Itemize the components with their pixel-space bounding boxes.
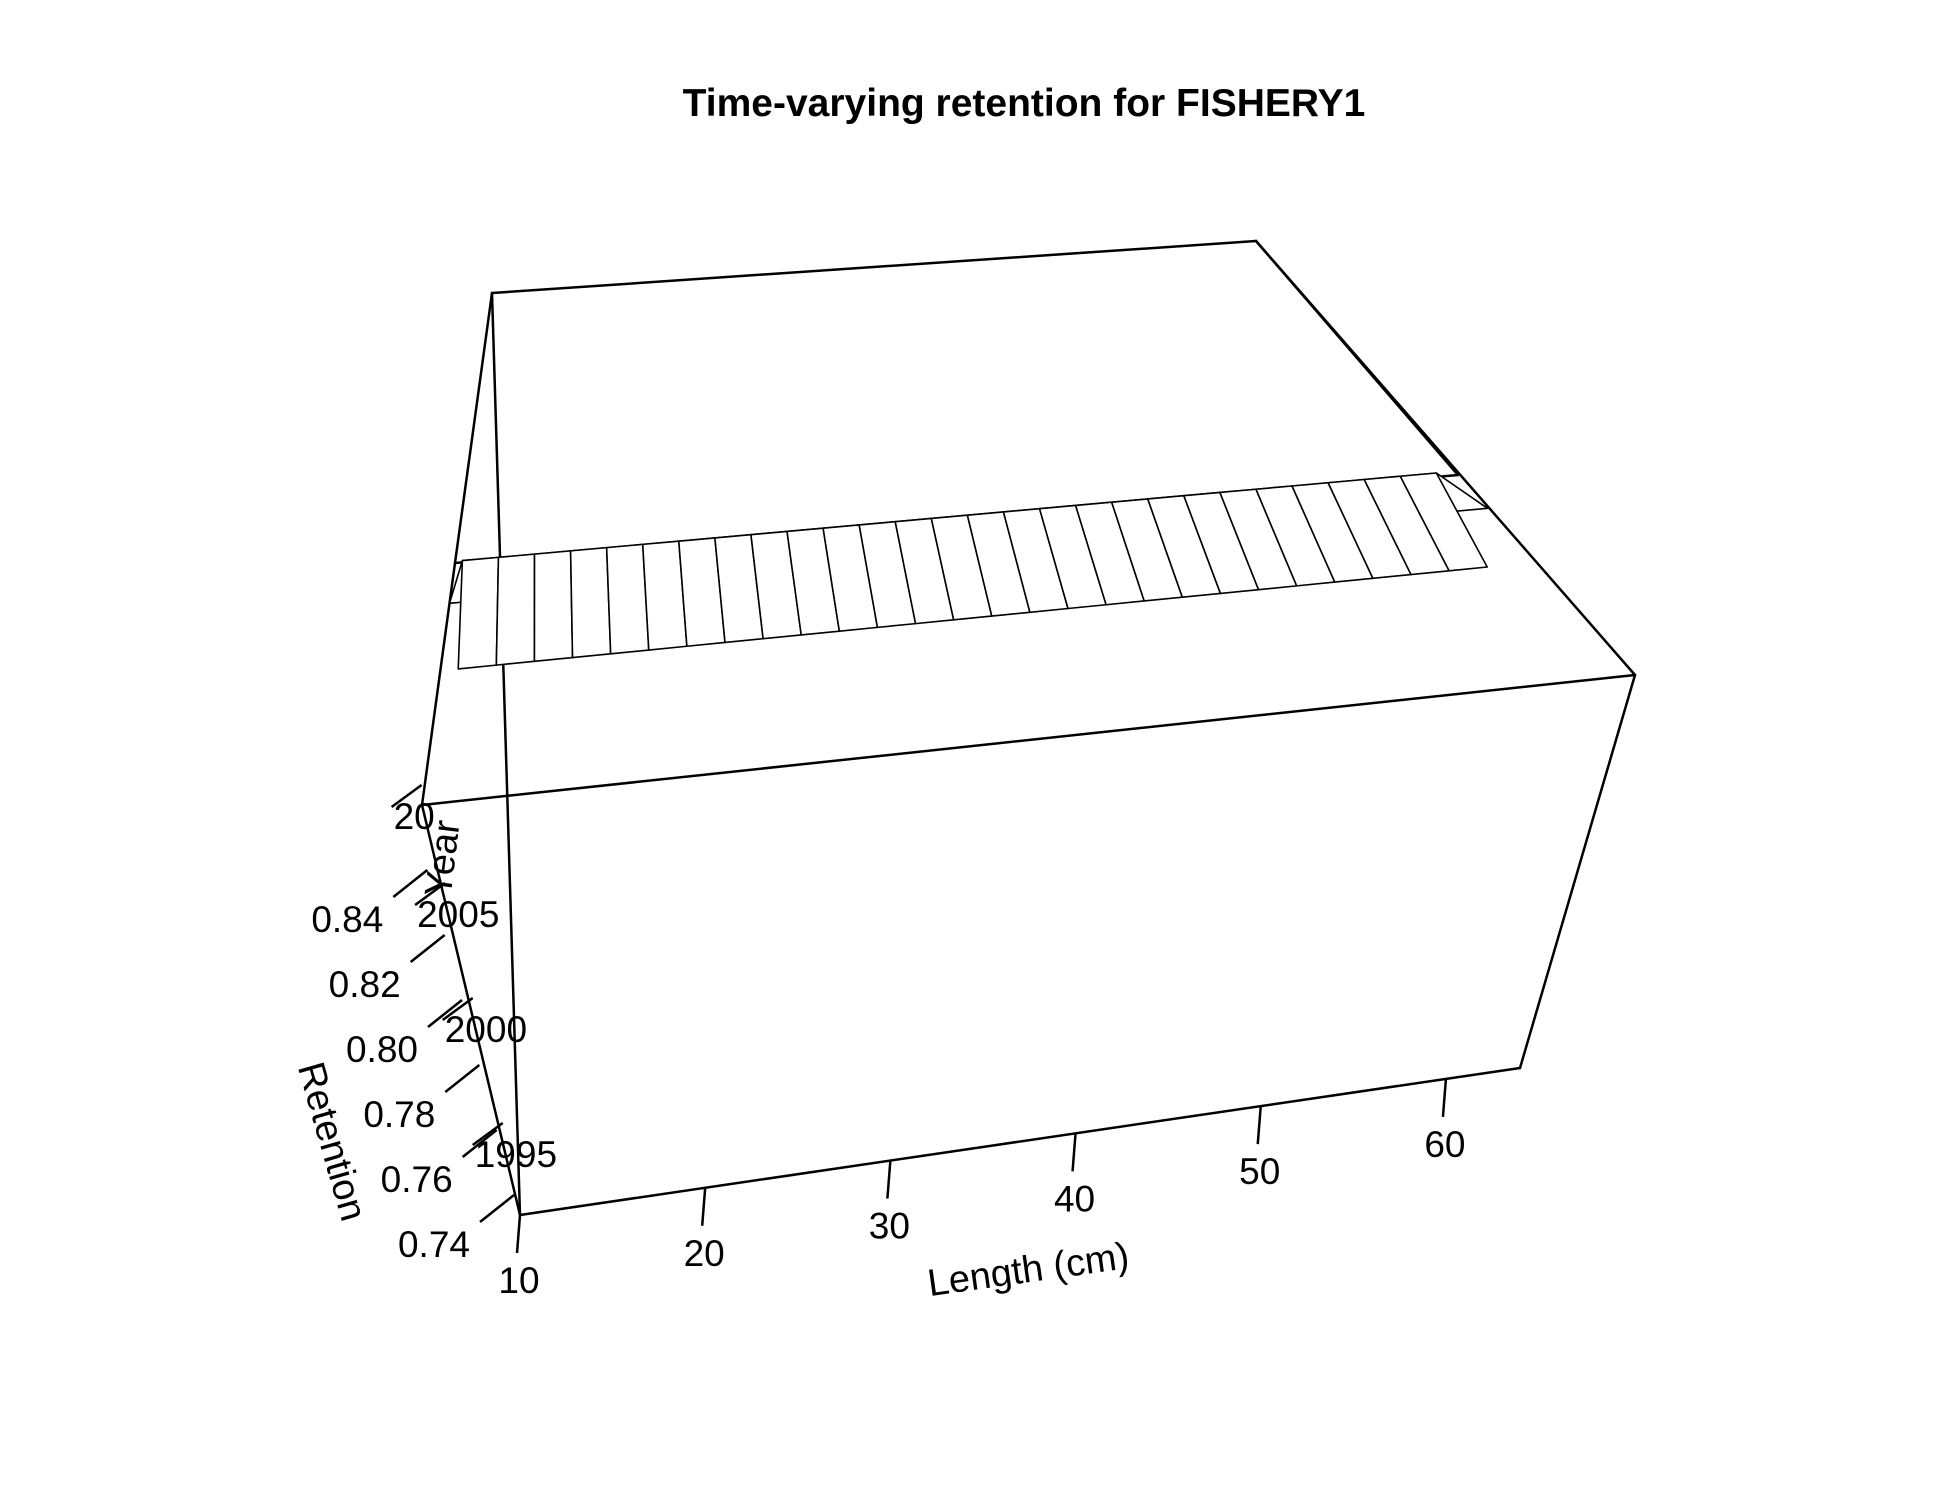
x-tick-label: 50 bbox=[1239, 1151, 1280, 1192]
x-tick bbox=[886, 1160, 892, 1199]
box-edge-back-4 bbox=[490, 291, 522, 1217]
x-tick bbox=[700, 1187, 707, 1226]
bounding-box-front bbox=[420, 673, 1637, 1217]
y-tick bbox=[471, 1121, 504, 1147]
box-edge-front-1 bbox=[1518, 673, 1637, 1070]
z-tick bbox=[444, 1064, 481, 1093]
y-axis-title: Year bbox=[418, 818, 469, 900]
y-tick-label: 2005 bbox=[417, 894, 499, 935]
x-tick bbox=[1071, 1133, 1077, 1172]
y-tick bbox=[414, 881, 446, 907]
x-tick-label: 20 bbox=[684, 1233, 725, 1274]
surface-curtain-cell bbox=[533, 550, 574, 663]
z-tick bbox=[392, 869, 429, 898]
x-tick bbox=[1441, 1078, 1448, 1117]
retention-surface bbox=[448, 472, 1489, 670]
surface-curtain-cell bbox=[1399, 472, 1489, 572]
length-axis: 10 20 30 40 50 60 bbox=[498, 1078, 1466, 1301]
box-edge-back-5 bbox=[1254, 239, 1637, 677]
y-tick-label: 2000 bbox=[445, 1009, 527, 1050]
box-edge-front-3 bbox=[420, 673, 1637, 807]
surface-curtain-cell bbox=[605, 543, 650, 655]
bounding-box-back bbox=[420, 239, 1637, 1217]
box-edge-front-0 bbox=[518, 1066, 1522, 1217]
box-edge-front-2 bbox=[420, 803, 522, 1217]
box-edge-back-2 bbox=[453, 291, 494, 565]
x-tick-label: 10 bbox=[498, 1260, 539, 1301]
y-tick-label: 20 bbox=[394, 796, 435, 837]
y-tick-label: 1995 bbox=[475, 1134, 557, 1175]
retention-axis: 0.74 0.76 0.78 0.80 0.82 0.84 bbox=[311, 869, 515, 1265]
z-tick-label: 0.84 bbox=[311, 899, 383, 940]
year-axis: 1995 2000 2005 20 bbox=[390, 783, 557, 1175]
x-tick bbox=[1256, 1106, 1262, 1145]
z-tick bbox=[461, 1129, 498, 1158]
z-tick-label: 0.76 bbox=[381, 1159, 453, 1200]
surface-curtain-cell bbox=[569, 546, 612, 659]
y-tick bbox=[390, 783, 423, 809]
z-tick bbox=[409, 934, 446, 963]
x-axis-title: Length (cm) bbox=[925, 1235, 1132, 1305]
z-tick-label: 0.78 bbox=[363, 1094, 435, 1135]
z-tick-label: 0.74 bbox=[398, 1224, 470, 1265]
box-edge-back-0 bbox=[490, 239, 1258, 295]
x-tick-label: 60 bbox=[1424, 1124, 1465, 1165]
surface-curtain-cell bbox=[457, 556, 500, 670]
z-tick-label: 0.80 bbox=[346, 1029, 418, 1070]
chart-title: Time-varying retention for FISHERY1 bbox=[683, 82, 1366, 125]
surface-curtain-cell bbox=[495, 553, 536, 666]
z-tick bbox=[479, 1194, 515, 1223]
x-tick-label: 40 bbox=[1054, 1178, 1095, 1219]
y-tick bbox=[441, 996, 474, 1022]
z-tick-label: 0.82 bbox=[329, 964, 401, 1005]
x-tick bbox=[515, 1214, 522, 1254]
z-axis-title: Retention bbox=[289, 1058, 374, 1226]
x-tick-label: 30 bbox=[869, 1206, 910, 1247]
z-tick bbox=[427, 999, 463, 1028]
